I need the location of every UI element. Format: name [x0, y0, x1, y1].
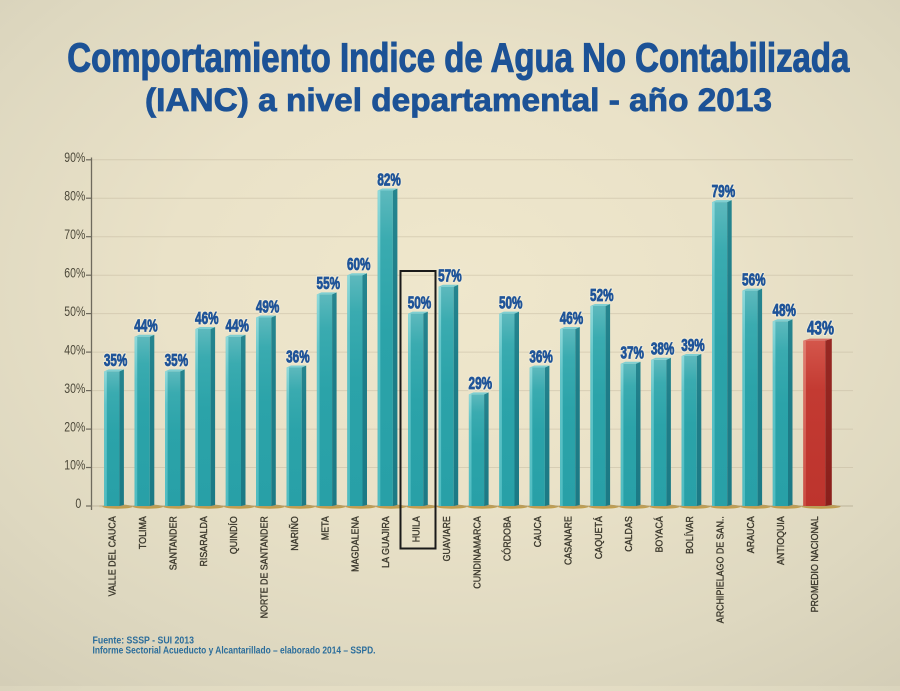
svg-text:36%: 36% [529, 346, 553, 366]
svg-text:29%: 29% [469, 373, 493, 393]
svg-text:NORTE DE SANTANDER: NORTE DE SANTANDER [260, 516, 271, 618]
svg-text:70%: 70% [64, 227, 85, 242]
svg-text:37%: 37% [620, 343, 644, 363]
svg-text:52%: 52% [590, 285, 614, 305]
svg-text:55%: 55% [317, 273, 341, 293]
svg-text:44%: 44% [225, 316, 249, 336]
svg-text:46%: 46% [195, 308, 219, 328]
svg-text:10%: 10% [64, 458, 85, 473]
svg-text:35%: 35% [104, 350, 128, 370]
svg-text:55%: 55% [317, 273, 341, 293]
svg-text:CASANARE: CASANARE [564, 516, 575, 565]
svg-text:50%: 50% [64, 304, 85, 319]
svg-text:Fuente: SSSP - SUI 2013: Fuente: SSSP - SUI 2013 [93, 634, 195, 646]
svg-text:(IANC) a nivel departamental -: (IANC) a nivel departamental - año 2013 [145, 82, 772, 118]
svg-text:82%: 82% [377, 169, 401, 189]
svg-text:20%: 20% [64, 419, 85, 434]
svg-text:ARCHIPIELAGO DE SAN..: ARCHIPIELAGO DE SAN.. [715, 516, 726, 623]
svg-text:BOYACÁ: BOYACÁ [653, 516, 666, 552]
svg-text:VALLE DEL CAUCA: VALLE DEL CAUCA [108, 516, 119, 596]
svg-text:49%: 49% [256, 296, 280, 316]
svg-text:50%: 50% [499, 292, 523, 312]
svg-text:57%: 57% [438, 266, 462, 286]
svg-text:CAQUETÁ: CAQUETÁ [592, 516, 605, 559]
svg-text:LA GUAJIRA: LA GUAJIRA [381, 516, 392, 568]
svg-text:56%: 56% [742, 269, 766, 289]
svg-text:ANTIOQUIA: ANTIOQUIA [776, 516, 787, 565]
svg-text:36%: 36% [286, 346, 310, 366]
svg-text:49%: 49% [256, 296, 280, 316]
svg-text:MAGDALENA: MAGDALENA [351, 516, 362, 572]
svg-text:40%: 40% [64, 342, 85, 357]
svg-text:37%: 37% [620, 343, 644, 363]
svg-text:35%: 35% [165, 350, 189, 370]
svg-text:NARIÑO: NARIÑO [288, 516, 301, 551]
svg-text:QUINDÍO: QUINDÍO [227, 516, 240, 554]
svg-text:ARAUCA: ARAUCA [746, 516, 757, 553]
svg-text:META: META [320, 516, 331, 540]
svg-text:CALDAS: CALDAS [624, 516, 635, 552]
svg-text:90%: 90% [64, 150, 85, 165]
svg-text:46%: 46% [560, 308, 584, 328]
svg-text:39%: 39% [681, 335, 705, 355]
svg-text:PROMEDIO NACIONAL: PROMEDIO NACIONAL [810, 516, 821, 612]
svg-text:35%: 35% [104, 350, 128, 370]
svg-text:50%: 50% [408, 292, 432, 312]
svg-text:36%: 36% [529, 346, 553, 366]
svg-text:Informe Sectorial Acueducto y: Informe Sectorial Acueducto y Alcantaril… [93, 645, 376, 657]
svg-text:60%: 60% [347, 254, 371, 274]
svg-text:SANTANDER: SANTANDER [168, 516, 179, 570]
svg-text:GUAVIARE: GUAVIARE [442, 516, 453, 561]
svg-text:CÓRDOBA: CÓRDOBA [501, 516, 514, 561]
svg-text:TOLIMA: TOLIMA [138, 516, 149, 549]
svg-text:CUNDINAMARCA: CUNDINAMARCA [472, 516, 483, 589]
svg-text:43%: 43% [807, 318, 834, 340]
svg-text:50%: 50% [499, 292, 523, 312]
svg-text:CAUCA: CAUCA [533, 516, 544, 547]
svg-text:60%: 60% [347, 254, 371, 274]
svg-text:57%: 57% [438, 266, 462, 286]
svg-text:35%: 35% [165, 350, 189, 370]
svg-text:80%: 80% [64, 188, 85, 203]
svg-text:43%: 43% [807, 318, 834, 340]
svg-text:46%: 46% [560, 308, 584, 328]
svg-text:BOLÍVAR: BOLÍVAR [683, 516, 696, 554]
svg-text:52%: 52% [590, 285, 614, 305]
svg-text:44%: 44% [225, 316, 249, 336]
svg-text:79%: 79% [712, 181, 736, 201]
svg-text:79%: 79% [712, 181, 736, 201]
svg-text:48%: 48% [772, 300, 796, 320]
svg-text:36%: 36% [286, 346, 310, 366]
svg-text:44%: 44% [134, 316, 158, 336]
svg-text:RISARALDA: RISARALDA [199, 516, 210, 566]
svg-text:30%: 30% [64, 381, 85, 396]
svg-text:48%: 48% [772, 300, 796, 320]
svg-text:HUILA: HUILA [412, 516, 423, 542]
svg-text:82%: 82% [377, 169, 401, 189]
svg-text:39%: 39% [681, 335, 705, 355]
svg-text:56%: 56% [742, 269, 766, 289]
svg-text:60%: 60% [64, 265, 85, 280]
svg-text:0: 0 [75, 496, 81, 511]
svg-text:38%: 38% [651, 339, 675, 359]
svg-text:29%: 29% [469, 373, 493, 393]
svg-text:44%: 44% [134, 316, 158, 336]
svg-text:46%: 46% [195, 308, 219, 328]
svg-text:50%: 50% [408, 292, 432, 312]
svg-text:38%: 38% [651, 339, 675, 359]
svg-text:Comportamiento Indice de Agua: Comportamiento Indice de Agua No Contabi… [67, 35, 850, 81]
